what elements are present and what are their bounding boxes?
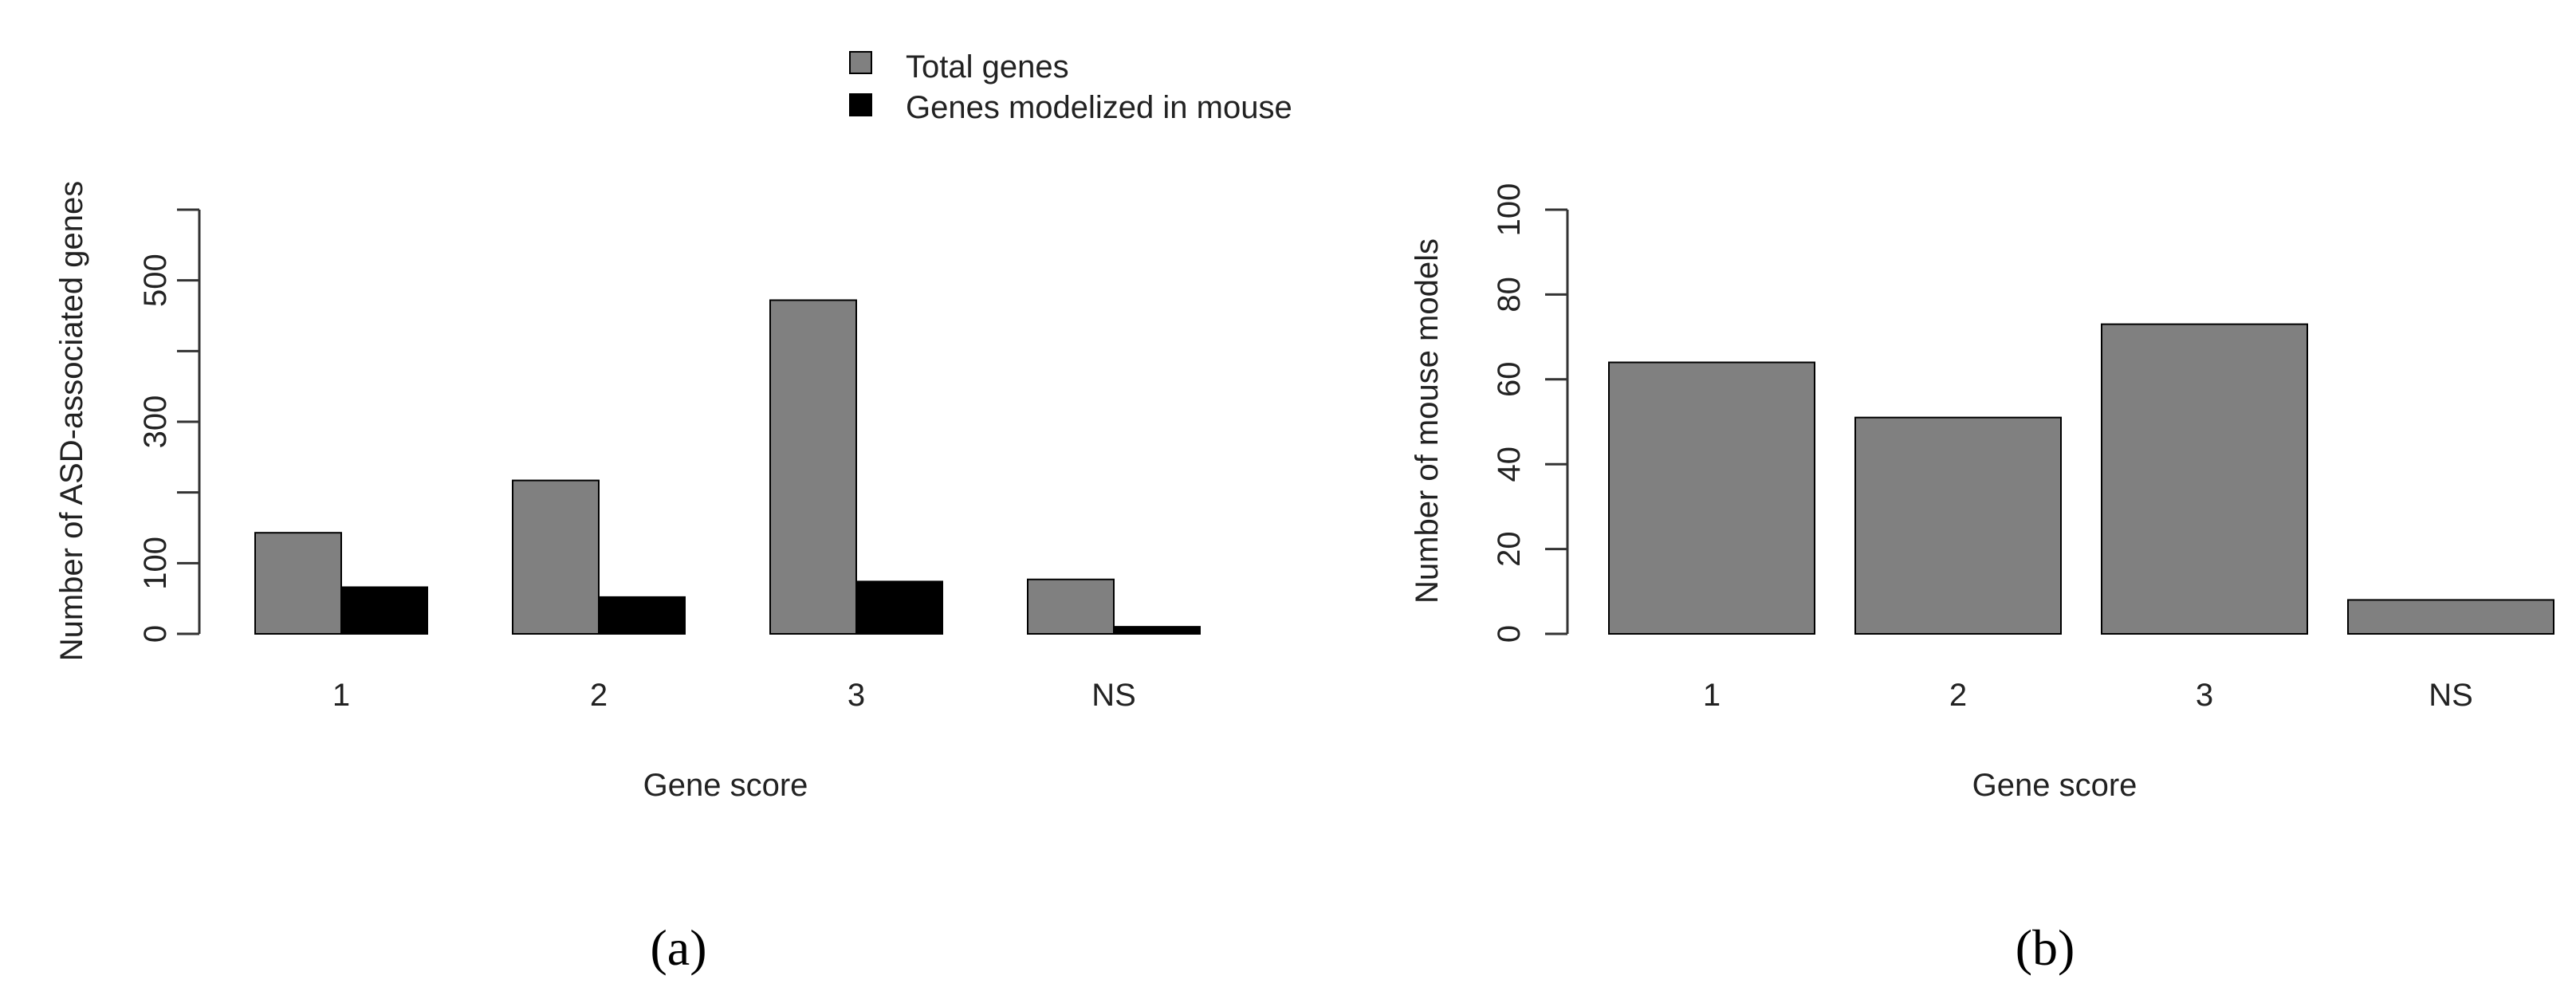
x-axis-label: Gene score xyxy=(1972,768,2137,803)
y-tick-label: 80 xyxy=(1492,277,1527,313)
panel-a-grouped-bar-chart: Total genes Genes modelized in mouse 010… xyxy=(54,49,1292,976)
bars xyxy=(1608,323,2554,635)
x-tick-label: NS xyxy=(1091,678,1136,713)
bar-genes-modelized-2 xyxy=(598,596,686,635)
x-tick-label: 3 xyxy=(2196,678,2213,713)
y-axis-label: Number of mouse models xyxy=(1410,238,1445,604)
panel-b-bar-chart: 0 20 40 60 80 100 Number of mouse models 1 2 3 N… xyxy=(1410,183,2554,976)
y-tick-label: 0 xyxy=(138,625,173,643)
x-tick-labels: 1 2 3 NS xyxy=(1703,678,2473,713)
bar-genes-modelized-ns xyxy=(1113,626,1201,635)
bar-genes-modelized-1 xyxy=(340,586,428,635)
bar-mouse-models-3 xyxy=(2101,323,2308,635)
bar-mouse-models-1 xyxy=(1608,361,1815,635)
legend-swatch-total-genes xyxy=(849,51,872,74)
x-tick-label: 3 xyxy=(848,678,865,713)
y-tick-label: 100 xyxy=(1492,183,1527,237)
bar-total-genes-ns xyxy=(1027,578,1115,635)
y-axis: 0 100 300 500 xyxy=(138,208,201,643)
y-tick-label: 300 xyxy=(138,395,173,449)
y-tick-label: 500 xyxy=(138,254,173,307)
y-tick-label: 100 xyxy=(138,537,173,590)
bars xyxy=(254,299,1201,635)
y-axis-label: Number of ASD-associated genes xyxy=(54,181,89,662)
bar-genes-modelized-3 xyxy=(855,580,943,635)
x-tick-label: 1 xyxy=(332,678,350,713)
legend-label-total-genes: Total genes xyxy=(906,49,1069,85)
bar-mouse-models-2 xyxy=(1854,416,2062,635)
panel-label-a: (a) xyxy=(650,919,706,976)
panel-label-b: (b) xyxy=(2016,919,2075,976)
y-tick-label: 40 xyxy=(1492,446,1527,482)
x-tick-labels: 1 2 3 NS xyxy=(332,678,1136,713)
y-tick-label: 0 xyxy=(1492,625,1527,643)
x-axis-label: Gene score xyxy=(643,768,808,803)
y-tick-label: 60 xyxy=(1492,362,1527,398)
x-tick-label: 2 xyxy=(590,678,608,713)
x-tick-label: 2 xyxy=(1949,678,1967,713)
y-axis: 0 20 40 60 80 100 xyxy=(1492,183,1569,643)
legend-label-genes-modelized: Genes modelized in mouse xyxy=(906,90,1292,125)
x-tick-label: NS xyxy=(2429,678,2473,713)
legend-swatch-genes-modelized xyxy=(849,93,872,116)
bar-mouse-models-ns xyxy=(2347,599,2554,635)
legend: Total genes Genes modelized in mouse xyxy=(849,49,1292,125)
y-tick-label: 20 xyxy=(1492,531,1527,567)
bar-total-genes-1 xyxy=(254,532,342,635)
x-tick-label: 1 xyxy=(1703,678,1721,713)
bar-total-genes-2 xyxy=(512,479,600,635)
bar-total-genes-3 xyxy=(769,299,857,635)
